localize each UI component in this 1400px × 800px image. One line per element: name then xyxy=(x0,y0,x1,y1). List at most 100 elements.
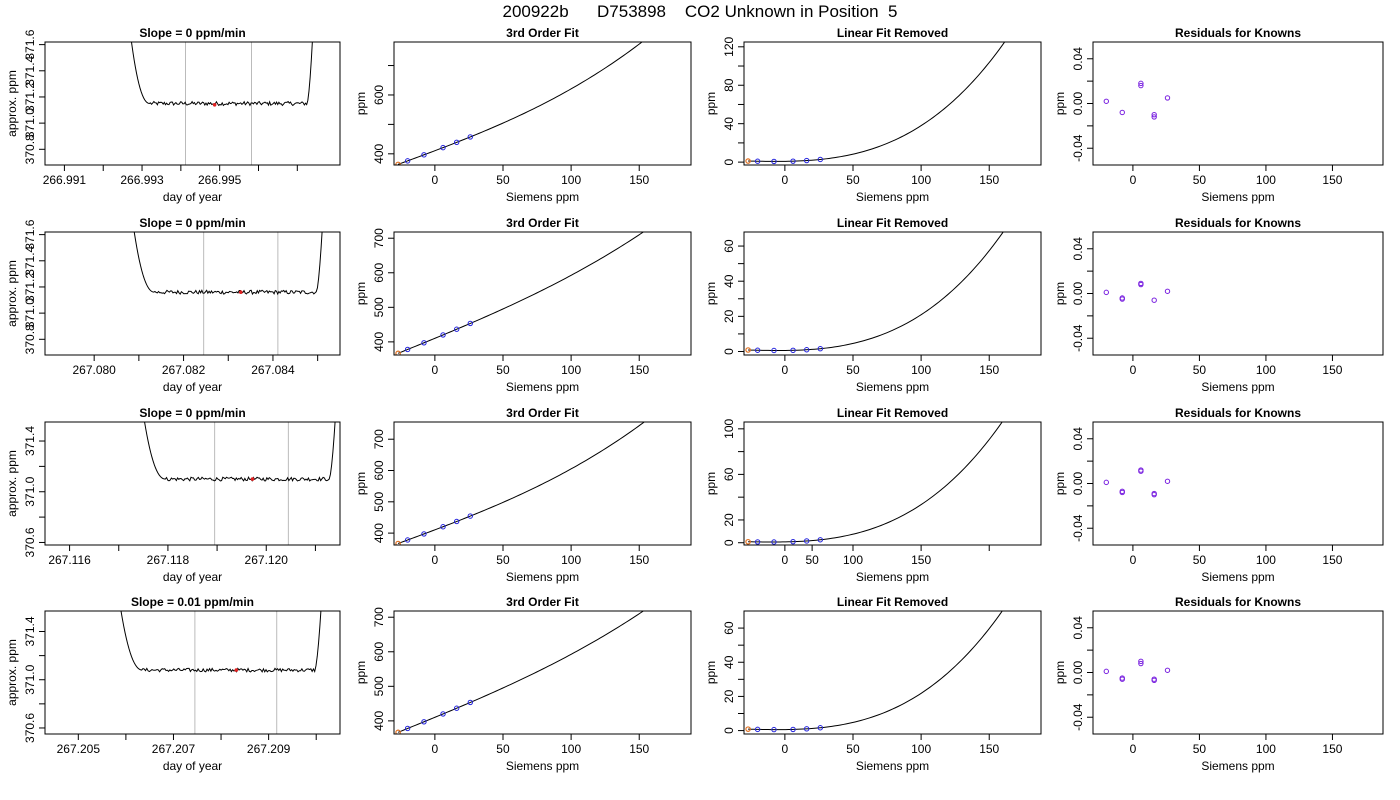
y-tick-label: 0.04 xyxy=(1071,616,1085,640)
y-tick-label: 400 xyxy=(372,523,386,543)
x-tick-label: 0 xyxy=(782,173,789,187)
y-tick-label: 60 xyxy=(722,239,736,253)
y-tick-label: 0 xyxy=(722,727,736,734)
x-tick-label: 150 xyxy=(629,553,649,567)
y-tick-label: 371.0 xyxy=(23,108,37,138)
standard-point xyxy=(817,725,823,731)
plot-area xyxy=(133,232,323,355)
chart-title: Linear Fit Removed xyxy=(837,406,948,420)
chart-panel-2-3: Residuals for Knowns Siemens ppm ppm 0 50 100… xyxy=(1053,406,1384,584)
y-tick-label: 371.4 xyxy=(23,245,37,275)
x-tick-label: 150 xyxy=(979,173,999,187)
y-tick-label: 0.00 xyxy=(1071,281,1085,305)
x-axis-label: Siemens ppm xyxy=(1201,759,1274,773)
y-tick-label: 60 xyxy=(722,621,736,635)
chart-panel-3-1: 3rd Order Fit Siemens ppm ppm 0 50 100 150 400 5… xyxy=(354,595,692,773)
y-tick-label: 371.2 xyxy=(23,272,37,302)
chart-title: Slope = 0 ppm/min xyxy=(139,216,245,230)
x-axis-label: day of year xyxy=(163,759,222,773)
chart-panel-1-1: 3rd Order Fit Siemens ppm ppm 0 50 100 150 400 5… xyxy=(354,216,692,394)
x-tick-label: 150 xyxy=(979,363,999,377)
y-axis-label: approx. ppm xyxy=(5,639,19,706)
x-tick-label: 267.084 xyxy=(251,363,295,377)
x-tick-label: 150 xyxy=(1322,553,1342,567)
standard-point xyxy=(440,332,446,338)
x-axis-label: day of year xyxy=(163,570,222,584)
standard-point xyxy=(440,524,446,530)
plot-frame xyxy=(743,421,1042,546)
residual-point xyxy=(1103,479,1110,486)
y-tick-label: 371.6 xyxy=(23,29,37,59)
standard-point xyxy=(453,705,460,711)
x-tick-label: 150 xyxy=(979,742,999,756)
x-tick-label: 150 xyxy=(911,553,931,567)
unknown-point xyxy=(745,538,751,545)
standard-point xyxy=(771,726,777,733)
x-tick-label: 0 xyxy=(1130,553,1137,567)
chart-title: Slope = 0 ppm/min xyxy=(139,26,245,40)
plot-frame xyxy=(44,231,341,356)
y-tick-label: 600 xyxy=(372,85,386,105)
standard-point xyxy=(467,134,473,140)
standard-point xyxy=(754,539,761,545)
x-tick-label: 267.209 xyxy=(247,742,291,756)
chart-panel-3-2: Linear Fit Removed Siemens ppm ppm 0 50 100 15… xyxy=(704,595,1042,773)
y-axis-label: ppm xyxy=(704,661,718,684)
x-tick-label: 0 xyxy=(1130,173,1137,187)
y-tick-label: -0.04 xyxy=(1071,324,1085,352)
standard-point xyxy=(404,158,411,164)
plot-frame xyxy=(393,41,692,166)
y-tick-label: 371.2 xyxy=(23,82,37,112)
x-axis-label: Siemens ppm xyxy=(506,759,579,773)
y-tick-label: 0.04 xyxy=(1071,427,1085,451)
standard-point xyxy=(404,346,411,353)
x-axis-label: Siemens ppm xyxy=(856,190,929,204)
y-tick-label: 370.8 xyxy=(23,134,37,164)
residual-point xyxy=(1164,478,1171,484)
x-tick-label: 267.118 xyxy=(147,553,190,567)
fit-curve xyxy=(748,232,1004,351)
plot-frame xyxy=(44,41,341,166)
x-tick-label: 0 xyxy=(432,363,439,377)
unknown-point xyxy=(745,158,751,164)
chart-panel-2-0: Slope = 0 ppm/min day of year approx. ppm 2… xyxy=(5,406,341,584)
y-tick-label: 400 xyxy=(372,711,386,731)
y-tick-label: 40 xyxy=(722,655,736,669)
standard-point xyxy=(404,537,411,543)
plot-frame xyxy=(44,421,341,546)
y-tick-label: 0 xyxy=(722,348,736,355)
y-tick-label: 20 xyxy=(722,689,736,703)
fit-curve xyxy=(748,611,1003,731)
y-tick-label: 0 xyxy=(722,539,736,546)
residual-point xyxy=(1119,109,1125,116)
x-tick-label: 267.205 xyxy=(57,742,101,756)
chart-panel-0-3: Residuals for Knowns Siemens ppm ppm 0 50 100… xyxy=(1053,26,1384,204)
y-axis-label: ppm xyxy=(704,472,718,495)
x-tick-label: 266.993 xyxy=(120,173,164,187)
x-axis-label: Siemens ppm xyxy=(1201,570,1274,584)
standard-point xyxy=(421,719,427,725)
plot-area xyxy=(1103,658,1171,684)
y-axis-label: approx. ppm xyxy=(5,450,19,517)
standard-point xyxy=(803,726,810,732)
ppm-trace xyxy=(144,422,336,483)
y-tick-label: 370.6 xyxy=(23,713,37,743)
y-tick-label: 371.6 xyxy=(23,219,37,249)
plot-area xyxy=(1103,280,1171,303)
x-tick-label: 100 xyxy=(1256,363,1276,377)
y-tick-label: 60 xyxy=(722,467,736,481)
unknown-point xyxy=(745,726,751,732)
x-tick-label: 0 xyxy=(1130,742,1137,756)
x-tick-label: 150 xyxy=(629,173,649,187)
y-tick-label: 0.00 xyxy=(1071,471,1085,495)
y-tick-label: 371.4 xyxy=(23,426,37,456)
standard-point xyxy=(817,156,823,163)
unknown-marker xyxy=(250,477,255,481)
standard-point xyxy=(803,157,810,164)
y-tick-label: 700 xyxy=(372,228,386,248)
x-tick-label: 100 xyxy=(1256,742,1276,756)
standard-point xyxy=(790,347,796,354)
y-tick-label: 20 xyxy=(722,309,736,323)
x-tick-label: 50 xyxy=(846,173,860,187)
standard-point xyxy=(817,345,823,352)
